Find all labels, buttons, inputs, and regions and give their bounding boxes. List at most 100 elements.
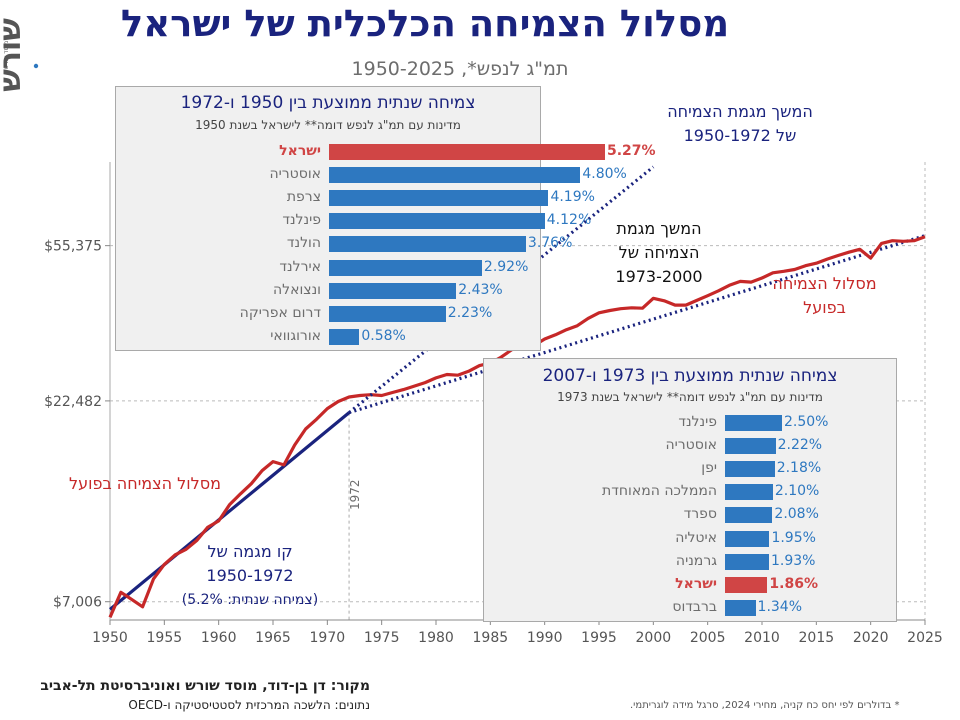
inset-title: צמיחה שנתית ממוצעת בין 1973 ו-2007 [542,366,838,386]
data-source: נתונים: הלשכה המרכזית לסטטיסטיקה ו-OECD [128,698,370,712]
bar-row: ישראל 1.86% [484,576,896,593]
trend-continuation-1950-1972 [348,165,655,414]
bar-row: גרמניה 1.93% [484,553,896,570]
bar [329,305,446,322]
inset-growth-1973-2007: צמיחה שנתית ממוצעת בין 1973 ו-2007 מדינו… [483,358,897,622]
bar-row: צרפת 4.19% [116,189,595,207]
bar-row: הולנד 3.76% [116,235,572,253]
bar-value-label: 2.23% [447,304,493,321]
bar-row: ישראל 5.27% [116,143,656,160]
chart-subtitle: תמ"ג לנפש*, 1950-2025 [351,58,569,80]
bar-category-label: פינלנד [282,212,321,229]
bar-category-label: הממלכה המאוחדת [602,483,717,500]
bar [725,438,776,455]
x-tick-label: 1975 [364,630,400,646]
bar-row: איטליה 1.95% [484,530,896,547]
trend-continuation-1973-2000 [348,234,926,415]
bar-category-label: צרפת [286,189,321,206]
bar-category-label: דרום אפריקה [239,304,321,321]
bar-value-label: 1.86% [769,575,818,592]
x-tick-label: 2010 [744,630,780,646]
trend-line-1950-1972 [108,411,351,611]
bar-category-label: אוסטריה [665,437,717,454]
x-tick-label: 1985 [473,630,509,646]
inset-title: צמיחה שנתית ממוצעת בין 1950 ו-1972 [180,93,476,113]
x-tick-label: 1990 [527,630,563,646]
bar-value-label: 2.08% [774,506,819,523]
y-tick-label: $55,375 [44,239,102,255]
x-tick-label: 1955 [147,630,183,646]
bar-value-label: 4.12% [546,212,592,229]
annotation-trend-1950-1972-continued: המשך מגמת הצמיחה של 1950-1972 [667,102,813,145]
annotation-actual-path-right: מסלול הצמיחה בפועל [772,274,877,317]
bar [329,213,545,230]
annotation-actual-path-left: מסלול הצמיחה בפועל [69,474,221,493]
bar-value-label: 4.80% [582,166,627,183]
bar [725,461,775,478]
bar [725,507,773,524]
bar [725,599,756,616]
bar [725,530,770,547]
shoresh-logo: שורש מוסד שורש [0,18,39,92]
bar-row: אוסטריה 4.80% [116,166,627,184]
bar-category-label: ישראל [279,143,321,159]
bar [329,236,526,253]
bar-value-label: 2.43% [458,281,503,298]
bar-row: ברבדוס 1.34% [484,599,896,616]
y-tick-label: $22,482 [44,394,102,410]
bar-value-label: 1.34% [757,598,803,615]
inset-growth-1950-1972: צמיחה שנתית ממוצעת בין 1950 ו-1972 מדינו… [115,86,656,351]
bar [725,415,782,431]
x-tick-label: 1950 [92,630,128,646]
bar-value-label: 2.18% [776,460,822,477]
year-1972-marker-label: 1972 [348,479,362,510]
bar-row: אוסטריה 2.22% [484,437,896,455]
inset-subtitle: מדינות עם תמ"ג לנפש דומה** לישראל בשנת 1… [557,390,823,404]
bar [329,167,581,184]
inset-subtitle: מדינות עם תמ"ג לנפש דומה** לישראל בשנת 1… [195,118,461,132]
bar-category-label: פינלנד [678,414,717,430]
bar-category-label: יפן [701,460,717,477]
x-tick-label: 1970 [310,630,346,646]
bar-value-label: 2.50% [784,414,829,430]
bar-row: דרום אפריקה 2.23% [116,305,540,322]
bar-category-label: ספרד [683,506,717,523]
source-credit: מקור: דן בן-דוד, מוסד שורש ואוניברסיטת ת… [40,678,370,694]
annotation-trend-line-label: קו מגמה של 1950-1972 (צמיחה שנתית: 5.2%) [181,542,319,608]
svg-text:שורש: שורש [0,18,28,92]
bar-value-label: 3.76% [527,235,573,252]
bar-category-label: אירלנד [279,258,321,275]
bar-value-label: 2.22% [777,437,823,454]
bar-category-label: הולנד [286,235,321,252]
bar-row: אירלנד 2.92% [116,259,540,276]
bar-value-label: 2.10% [774,483,820,500]
bar-category-label: ישראל [675,575,717,592]
bar-value-label: 1.93% [771,552,816,569]
x-tick-label: 2000 [636,630,672,646]
svg-text:מוסד שורש: מוסד שורש [3,41,10,69]
y-tick-label: $7,006 [53,595,102,611]
bar [329,190,549,207]
x-tick-label: 1995 [581,630,617,646]
x-tick-label: 2005 [690,630,726,646]
bar [725,484,773,501]
bar [725,553,769,570]
footnote: * בדולרים לפי יחס כח קניה, מחירי 2024, ס… [630,700,900,711]
bar-value-label: 4.19% [550,189,595,206]
x-tick-label: 2020 [853,630,889,646]
bar-value-label: 5.27% [607,143,656,159]
bar-category-label: גרמניה [675,552,717,569]
bar-value-label: 1.95% [771,529,816,546]
bar-category-label: ונצואלה [272,281,321,298]
bar-category-label: ברבדוס [672,598,717,615]
bar-row: ספרד 2.08% [484,506,896,524]
bar-value-label: 2.92% [483,258,529,275]
bar [329,328,360,345]
bar-row: פינלנד 2.50% [484,414,896,431]
bar-category-label: איטליה [675,529,717,546]
annotation-trend-1973-2000-continued: המשך מגמת הצמיחה של 1973-2000 [615,219,703,286]
bar [329,259,482,276]
bar-row: יפן 2.18% [484,460,896,478]
x-tick-label: 1965 [255,630,291,646]
bar-category-label: אוסטריה [269,166,321,183]
